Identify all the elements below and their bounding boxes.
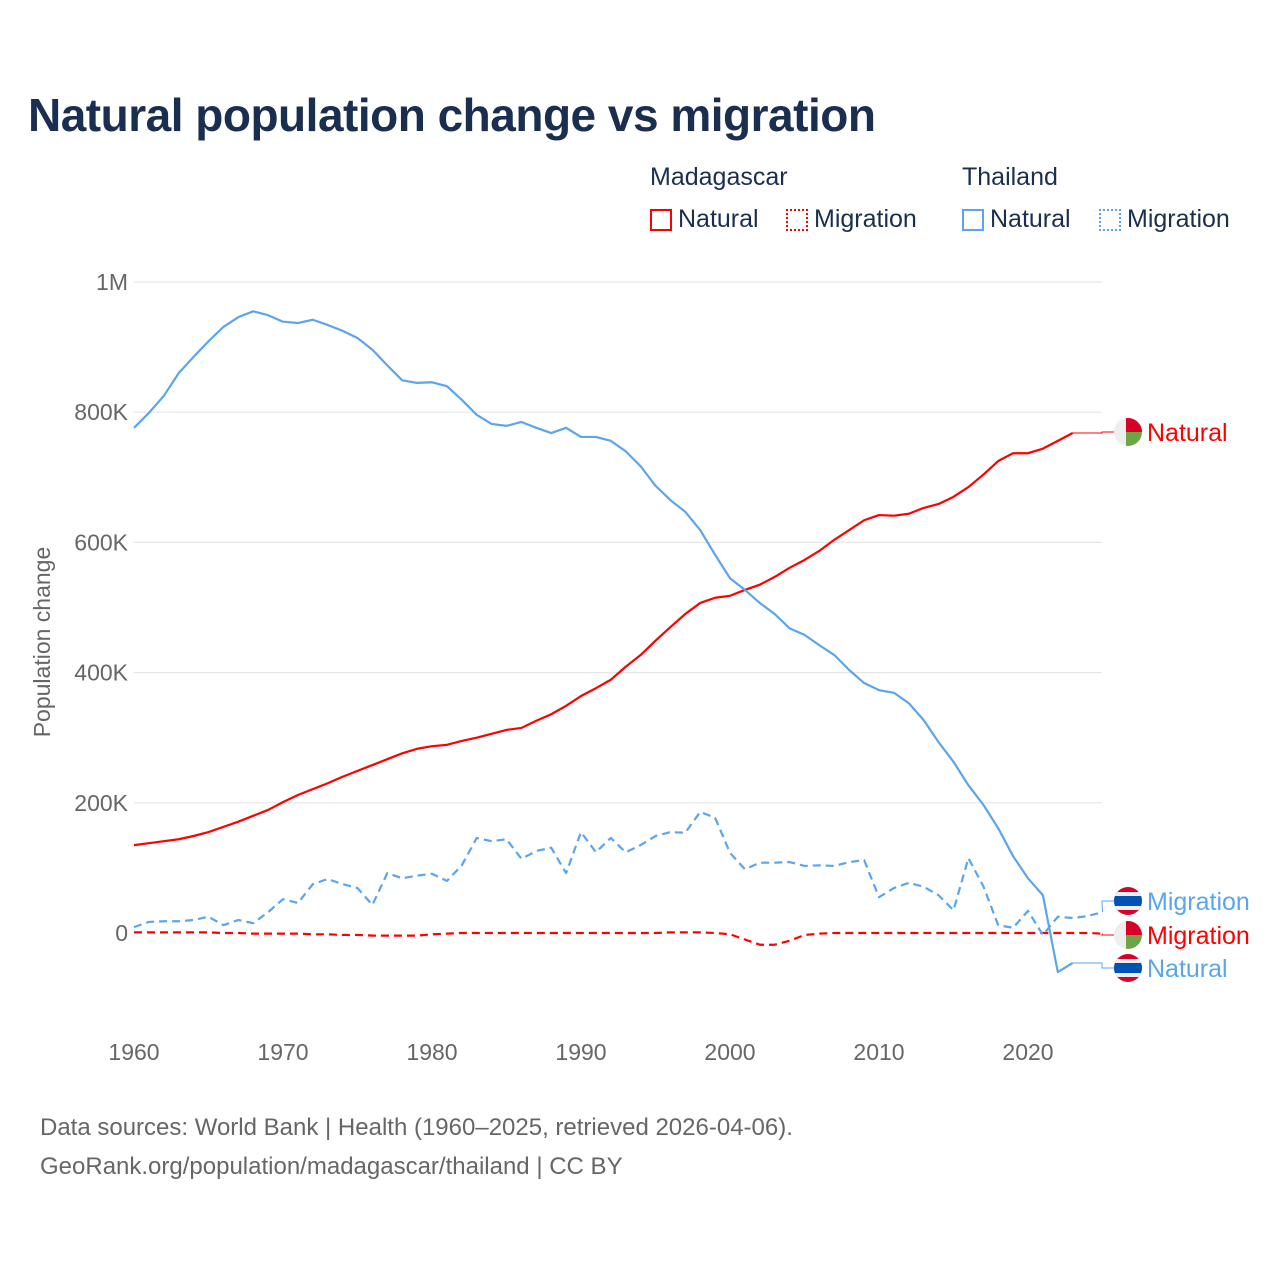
flag-red — [1126, 921, 1142, 935]
x-tick-label: 2010 — [853, 1039, 904, 1065]
flag-fill — [1114, 921, 1142, 949]
legend-swatch-dotted-icon — [1099, 208, 1121, 231]
flag-green — [1126, 935, 1142, 949]
end-label-madagascar-migration: Migration — [1147, 922, 1250, 950]
legend-item-madagascar-migration[interactable]: Migration — [786, 205, 917, 234]
series-line-madagascar-migration — [134, 931, 1103, 946]
y-axis-label: Population change — [29, 547, 55, 738]
y-tick-label: 0 — [115, 920, 128, 946]
end-label-madagascar-natural: Natural — [1147, 419, 1228, 447]
source-link[interactable]: GeoRank.org/population/madagascar/thaila… — [40, 1153, 623, 1180]
y-tick-label: 400K — [74, 660, 128, 686]
legend-group-thailand: Thailand — [962, 163, 1058, 191]
madagascar-flag-icon — [1114, 418, 1142, 446]
flag-blue — [1114, 963, 1142, 973]
flag-blue — [1114, 896, 1142, 906]
x-tick-label: 1990 — [555, 1039, 606, 1065]
legend-swatch-solid-icon — [962, 208, 984, 231]
y-tick-label: 1M — [96, 269, 128, 295]
legend-item-thailand-migration[interactable]: Migration — [1099, 205, 1230, 234]
x-tick-label: 2000 — [704, 1039, 755, 1065]
series-line-thailand-migration — [133, 810, 1103, 937]
chart-title: Natural population change vs migration — [28, 89, 876, 141]
end-label-thailand-migration: Migration — [1147, 888, 1250, 916]
flag-green — [1126, 432, 1142, 446]
legend-label: Migration — [814, 205, 917, 233]
flag-fill — [1114, 887, 1142, 915]
x-tick-label: 2020 — [1002, 1039, 1053, 1065]
footer: Data sources: World Bank | Health (1960–… — [40, 1108, 793, 1186]
legend-swatch-dotted-icon — [786, 208, 808, 231]
y-tick-label: 600K — [74, 529, 128, 555]
legend-item-madagascar-natural[interactable]: Natural — [650, 205, 759, 234]
flag-fill — [1114, 418, 1142, 446]
flag-red — [1126, 418, 1142, 432]
y-tick-label: 200K — [74, 790, 128, 816]
legend-label: Natural — [990, 205, 1071, 233]
legend-group-madagascar: Madagascar — [650, 163, 788, 191]
y-tick-label: 800K — [74, 399, 128, 425]
legend-label: Natural — [678, 205, 759, 233]
madagascar-flag-icon — [1114, 921, 1142, 949]
x-tick-label: 1960 — [108, 1039, 159, 1065]
series-line-madagascar-natural — [133, 432, 1074, 847]
end-label-connector — [1072, 962, 1114, 969]
flag-fill — [1114, 954, 1142, 982]
end-label-connector — [1072, 431, 1114, 434]
thailand-flag-icon — [1114, 887, 1142, 915]
thailand-flag-icon — [1114, 954, 1142, 982]
legend-label: Migration — [1127, 205, 1230, 233]
end-label-thailand-natural: Natural — [1147, 955, 1228, 983]
data-source-note: Data sources: World Bank | Health (1960–… — [40, 1114, 793, 1141]
x-tick-label: 1980 — [406, 1039, 457, 1065]
x-tick-label: 1970 — [257, 1039, 308, 1065]
legend-swatch-solid-icon — [650, 208, 672, 231]
legend-item-thailand-natural[interactable]: Natural — [962, 205, 1071, 234]
end-label-connector — [1101, 900, 1114, 913]
series-line-thailand-natural — [133, 310, 1074, 974]
end-label-connector — [1101, 933, 1114, 936]
